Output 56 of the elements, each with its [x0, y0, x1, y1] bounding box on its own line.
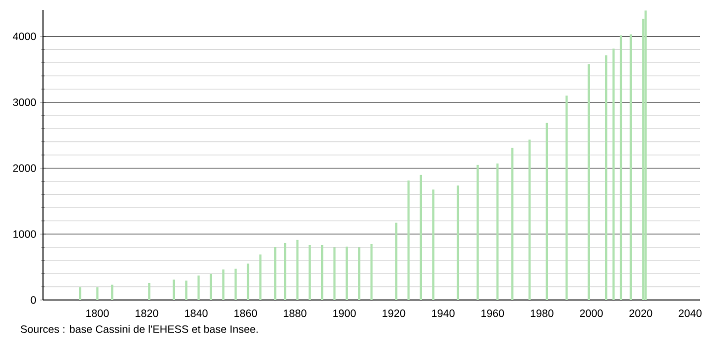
x-tick-label: 1880 — [284, 310, 306, 318]
bar — [274, 247, 276, 300]
x-tick-label: 1840 — [185, 310, 208, 318]
bar — [320, 244, 324, 300]
bar — [370, 244, 373, 300]
y-tick-label: 0 — [30, 296, 36, 304]
bar — [358, 247, 360, 300]
bar — [284, 242, 286, 300]
x-tick-label: 1980 — [530, 310, 554, 318]
bar — [456, 186, 460, 300]
bar — [198, 276, 200, 300]
bar — [546, 122, 548, 300]
bar — [528, 140, 531, 300]
bar — [612, 48, 615, 300]
x-tick-label: 1920 — [382, 310, 406, 318]
bar — [234, 268, 237, 300]
bar — [185, 280, 188, 300]
bar — [630, 34, 632, 300]
x-tick-label: 1800 — [86, 310, 109, 318]
x-tick-label: 1940 — [432, 310, 455, 318]
y-tick-label: 2000 — [13, 164, 36, 172]
bar — [222, 269, 224, 300]
bar — [588, 64, 590, 300]
bar — [111, 284, 114, 300]
bar — [259, 254, 262, 300]
bar — [511, 148, 514, 300]
y-tick-label: 4000 — [12, 32, 36, 40]
x-tick-label: 1900 — [333, 310, 356, 318]
x-tick-label: 1960 — [481, 310, 504, 318]
bar — [476, 164, 479, 300]
bar — [346, 246, 348, 300]
x-tick-label: 1820 — [136, 310, 158, 318]
source-note: Sources : base Cassini de l'EHESS et base Insee. — [20, 325, 258, 333]
bar — [395, 222, 398, 300]
bar — [296, 240, 299, 300]
bar — [432, 189, 434, 300]
x-tick-label: 2020 — [629, 310, 652, 318]
bar — [407, 180, 410, 300]
bar — [148, 282, 150, 300]
bar — [496, 164, 499, 300]
x-tick-label: 1860 — [234, 310, 257, 318]
bar — [620, 35, 622, 300]
bar — [308, 244, 311, 300]
x-tick-label: 2000 — [580, 310, 603, 318]
bar — [172, 280, 176, 300]
bar — [246, 264, 250, 300]
bar — [644, 10, 647, 300]
bar — [420, 174, 422, 300]
y-tick-label: 3000 — [13, 98, 36, 106]
x-tick-label: 2040 — [678, 310, 702, 318]
y-tick-label: 1000 — [13, 230, 36, 238]
bar — [78, 287, 82, 300]
bar — [605, 55, 608, 300]
bar — [566, 96, 568, 300]
bar — [96, 287, 98, 300]
bar — [333, 247, 336, 300]
